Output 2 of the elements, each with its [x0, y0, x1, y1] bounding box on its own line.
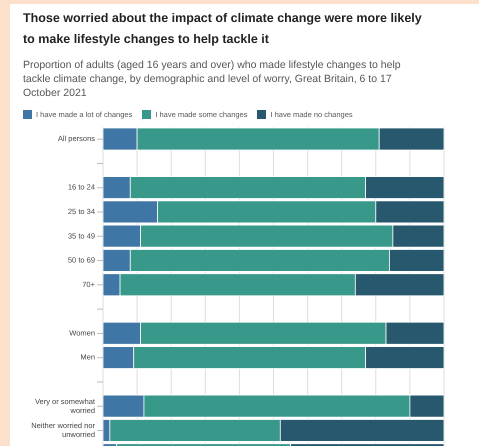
chart-title: Those worried about the impact of climate change were more likely to make lifestyle changes to help tackle it [23, 10, 423, 48]
chart-subtitle: Proportion of adults (aged 16 years and over) who made lifestyle changes to help tackle climate change, by demographic and level of worry, Great Britain, 6 to 17 October 2021 [23, 58, 402, 100]
